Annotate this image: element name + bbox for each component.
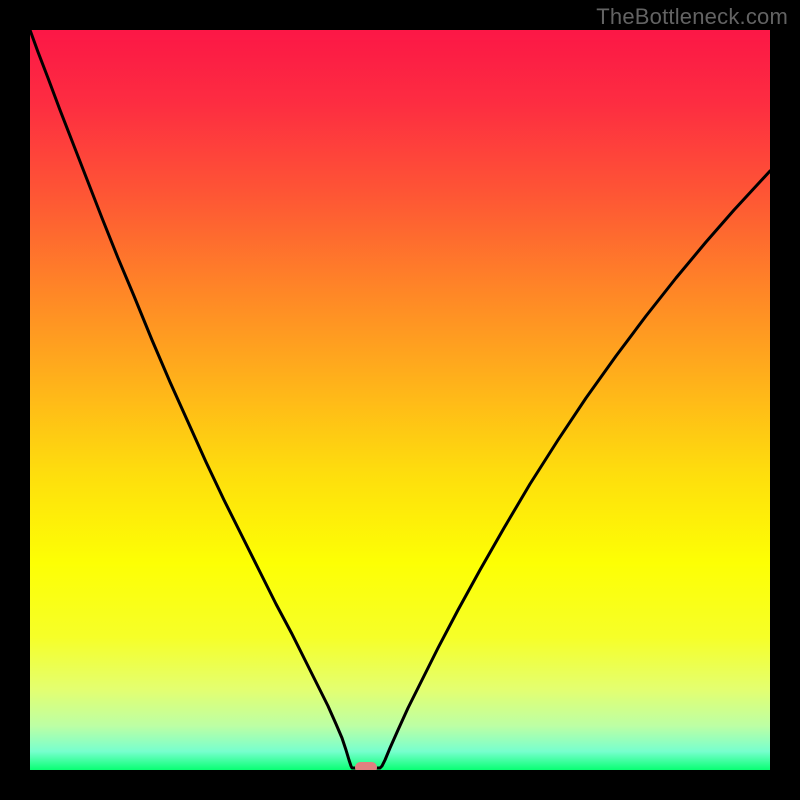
plot-area [30,30,770,770]
highlight-marker [355,762,377,771]
frame-border-right [770,0,800,800]
chart-frame: TheBottleneck.com [0,0,800,800]
gradient-background [30,30,770,770]
frame-border-left [0,0,30,800]
watermark-text: TheBottleneck.com [596,4,788,30]
frame-border-bottom [0,770,800,800]
plot-svg [30,30,770,770]
